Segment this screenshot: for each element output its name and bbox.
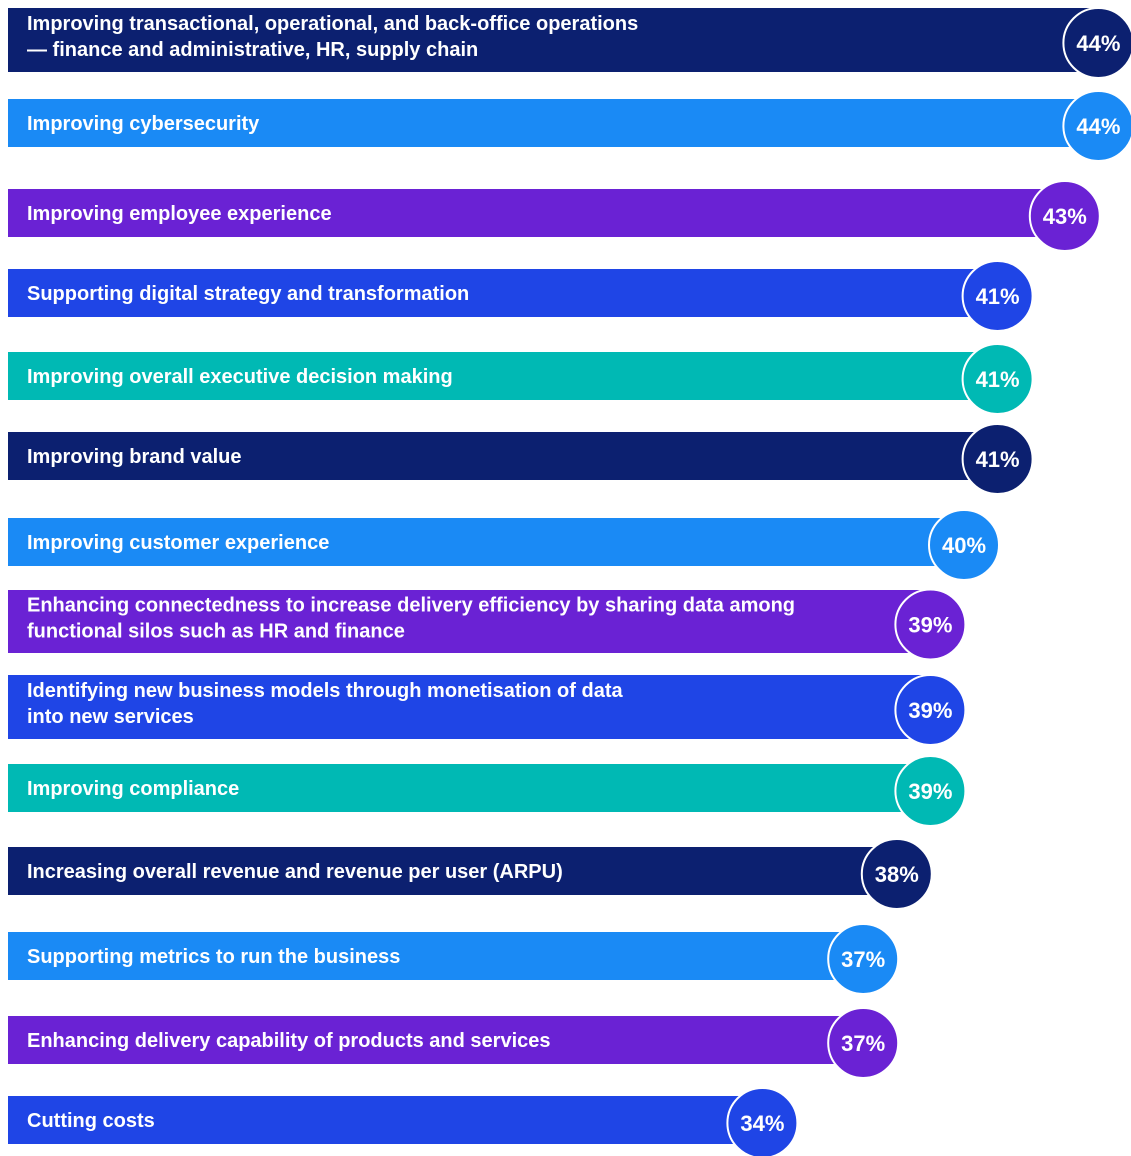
value-label: 44%	[1076, 114, 1120, 139]
category-label: — finance and administrative, HR, supply…	[27, 39, 478, 61]
value-label: 34%	[740, 1111, 784, 1136]
bar	[8, 847, 897, 895]
category-label: functional silos such as HR and finance	[27, 621, 405, 643]
category-label: Improving transactional, operational, an…	[27, 13, 638, 35]
bar	[8, 1016, 864, 1064]
category-label: Improving compliance	[27, 778, 239, 800]
value-badge	[1062, 90, 1131, 162]
category-label: Enhancing connectedness to increase deli…	[27, 595, 795, 617]
category-label: Increasing overall revenue and revenue p…	[27, 861, 563, 883]
category-label: Improving employee experience	[27, 203, 332, 225]
value-label: 38%	[875, 862, 919, 887]
value-badge	[961, 343, 1034, 415]
value-badge	[1062, 7, 1131, 79]
category-label: into new services	[27, 706, 194, 728]
value-label: 41%	[976, 367, 1020, 392]
value-label: 39%	[908, 698, 952, 723]
value-badge	[860, 838, 933, 910]
category-label: Improving customer experience	[27, 532, 329, 554]
category-label: Identifying new business models through …	[27, 680, 623, 702]
bar	[8, 675, 931, 739]
category-label: Improving brand value	[27, 446, 241, 468]
value-label: 43%	[1043, 204, 1087, 229]
value-badge	[894, 674, 967, 746]
value-label: 41%	[976, 284, 1020, 309]
category-label: Improving cybersecurity	[27, 113, 260, 135]
value-label: 39%	[908, 779, 952, 804]
bar	[8, 1096, 763, 1144]
bar	[8, 189, 1065, 237]
bar	[8, 518, 964, 566]
value-badge	[827, 923, 900, 995]
bar	[8, 590, 931, 653]
value-badge	[1028, 180, 1101, 252]
value-label: 37%	[841, 1031, 885, 1056]
value-badge	[961, 423, 1034, 495]
value-label: 40%	[942, 533, 986, 558]
value-badge	[827, 1007, 900, 1079]
value-badge	[928, 509, 1000, 581]
bar	[8, 99, 1099, 147]
bar	[8, 269, 998, 317]
bar	[8, 8, 1099, 72]
value-label: 44%	[1076, 31, 1120, 56]
category-label: Supporting metrics to run the business	[27, 946, 400, 968]
bar	[8, 932, 864, 980]
value-badge	[726, 1087, 799, 1156]
value-label: 37%	[841, 947, 885, 972]
category-label: Cutting costs	[27, 1110, 155, 1132]
category-label: Enhancing delivery capability of product…	[27, 1030, 551, 1052]
bar	[8, 432, 998, 480]
value-label: 39%	[908, 613, 952, 638]
category-label: Improving overall executive decision mak…	[27, 366, 453, 388]
category-label: Supporting digital strategy and transfor…	[27, 283, 469, 305]
bar	[8, 764, 931, 812]
value-badge	[961, 260, 1034, 332]
value-label: 41%	[976, 447, 1020, 472]
value-badge	[894, 588, 967, 661]
value-badge	[894, 755, 967, 827]
bar	[8, 352, 998, 400]
